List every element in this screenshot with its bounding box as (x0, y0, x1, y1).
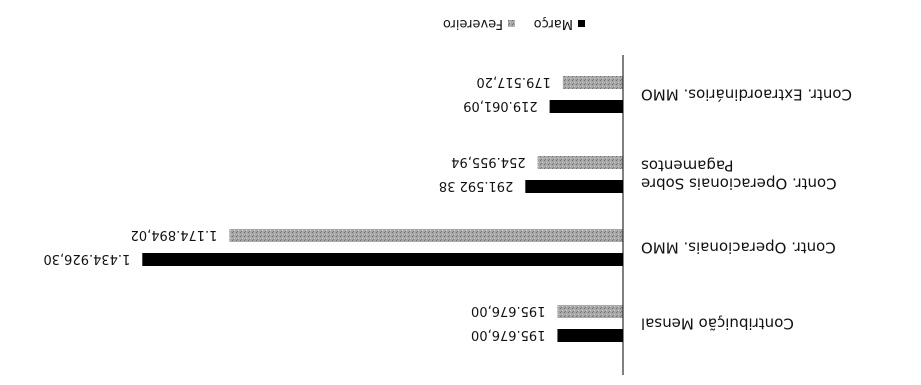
bar-marco-2 (525, 180, 623, 193)
data-label-fevereiro-0: 195.676,00 (471, 303, 545, 318)
category-label-1-0: Contr. Operacionais. MMO (641, 239, 836, 257)
data-label-marco-1: 1.434.926,30 (43, 251, 130, 266)
labels-layer: 195.676,00 195.676,00 Contribuição Mensal 1… (43, 74, 852, 342)
category-label-0-0: Contribuição Mensal (641, 315, 794, 333)
bar-fevereiro-2 (537, 156, 623, 169)
category-label-2-1: Pagamentos (641, 157, 734, 175)
legend-label-fevereiro: Fevereiro (443, 16, 503, 31)
legend-swatch-marco (578, 20, 585, 27)
category-label-3-0: Contr. Extraordinários. MMO (641, 86, 852, 104)
data-label-fevereiro-2: 254.955,94 (451, 154, 525, 169)
data-label-marco-2: 291.592 38 (439, 178, 513, 193)
data-label-marco-3: 219.061,09 (463, 98, 537, 113)
bar-marco-1 (142, 253, 623, 266)
bar-marco-0 (557, 329, 623, 342)
bar-fevereiro-0 (557, 305, 623, 318)
bar-marco-3 (549, 100, 623, 113)
data-label-fevereiro-3: 179.517,20 (476, 74, 550, 89)
legend-label-marco: Março (534, 16, 573, 31)
legend-swatch-fevereiro (508, 20, 515, 27)
bars-layer (142, 76, 623, 342)
bar-fevereiro-3 (562, 76, 623, 89)
legend: Março Fevereiro (443, 16, 585, 31)
data-label-marco-0: 195.676,00 (471, 327, 545, 342)
data-label-fevereiro-1: 1.174.894,02 (131, 227, 218, 242)
category-label-2-0: Contr. Operacionais Sobre (641, 175, 837, 193)
bar-fevereiro-1 (229, 229, 623, 242)
